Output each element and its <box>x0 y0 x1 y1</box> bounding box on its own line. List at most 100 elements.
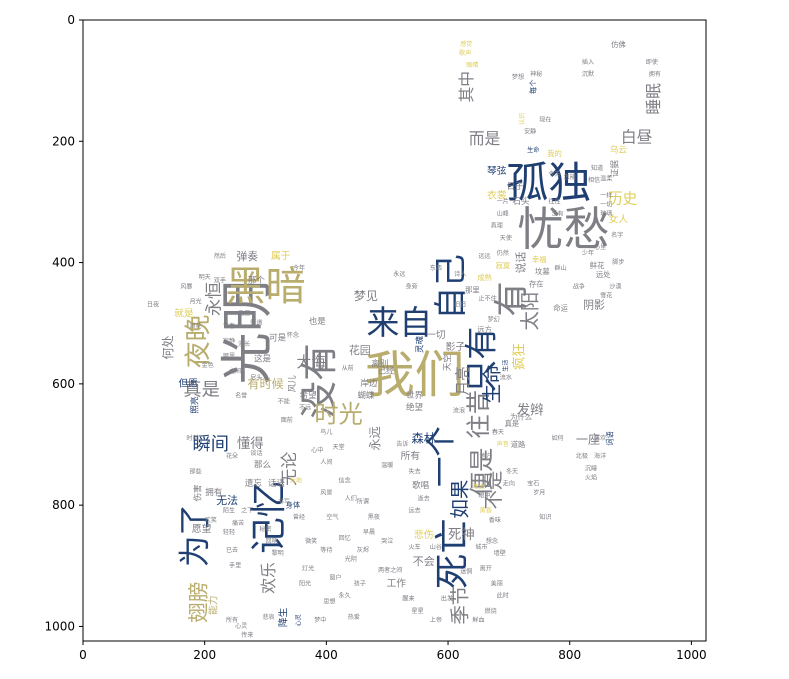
word-202: 温暖 <box>381 461 393 469</box>
word-32: 其中 <box>457 71 476 103</box>
word-131: 梦幻 <box>488 316 500 324</box>
word-88: 蝴蝶 <box>357 390 375 401</box>
word-35: 大海 <box>297 354 327 371</box>
word-258: 群山 <box>555 264 567 272</box>
word-51: 梦见 <box>354 289 378 303</box>
word-224: 孩子 <box>354 579 366 587</box>
y-tick-label: 1000 <box>44 619 75 633</box>
word-151: 北极 <box>576 452 588 460</box>
word-142: 想念 <box>486 537 498 545</box>
word-225: 梦中 <box>314 616 326 624</box>
word-232: 墙壁 <box>494 549 506 557</box>
word-53: 不会 <box>413 555 435 568</box>
x-tick-label: 0 <box>79 648 87 662</box>
word-226: 热爱 <box>348 613 360 621</box>
word-216: 等待 <box>320 546 332 554</box>
word-15: 时光 <box>314 400 363 429</box>
word-82: 可是 <box>269 333 287 343</box>
word-92: 为什么 <box>510 413 532 422</box>
y-tick-label: 200 <box>52 134 75 148</box>
word-24: 瞬间 <box>193 434 230 455</box>
word-48: 一座 <box>576 432 600 447</box>
word-128: 成熟 <box>477 273 492 282</box>
word-100: 远处 <box>596 270 611 279</box>
word-44: 所有 <box>401 449 421 462</box>
word-39: 弹奏 <box>236 249 258 263</box>
word-17: 便是 <box>467 447 496 496</box>
word-13: 一个 <box>424 426 459 487</box>
word-68: 日子 <box>506 182 524 192</box>
word-158: 宝石 <box>527 479 539 487</box>
word-180: 轻轻 <box>223 528 235 536</box>
word-184: 秘密 <box>259 525 271 533</box>
word-138: 春天 <box>492 428 504 436</box>
word-93: 真是 <box>505 419 520 428</box>
word-85: 拥有 <box>205 487 222 498</box>
word-21: 如果 <box>449 480 472 519</box>
word-0: 我们 <box>365 346 465 404</box>
word-106: 即使 <box>646 58 658 66</box>
word-9: 只有 <box>463 327 501 393</box>
word-141: 黄昏 <box>480 507 492 515</box>
word-61: 就是 <box>174 307 194 320</box>
word-179: 痛苦 <box>232 519 244 527</box>
word-26: 永恒 <box>204 282 224 316</box>
word-146: 迷惘 <box>460 567 472 575</box>
word-244: 浪花 <box>189 322 201 330</box>
word-177: 手里 <box>229 561 241 569</box>
word-76: 那么 <box>254 461 272 471</box>
word-116: 知道 <box>591 164 603 172</box>
x-tick-label: 200 <box>193 648 216 662</box>
word-7: 死亡 <box>432 518 473 589</box>
word-83: 这是 <box>254 354 272 365</box>
word-20: 生命 <box>480 364 503 403</box>
word-205: 远去 <box>408 507 420 515</box>
word-28: 欢乐 <box>259 562 278 594</box>
word-78: 照亮 <box>190 397 201 414</box>
word-140: 香味 <box>489 516 501 524</box>
word-185: 花朵 <box>226 452 238 460</box>
word-212: 所谓 <box>357 498 369 506</box>
x-axis-ticks: 0 200 400 600 800 1000 <box>79 641 707 662</box>
word-42: 永远 <box>368 426 382 450</box>
word-43: 森林 <box>412 430 436 445</box>
word-23: 不是 <box>482 471 505 510</box>
word-221: 微笑 <box>305 537 317 545</box>
word-31: 而是 <box>469 129 501 148</box>
word-36: 懂得 <box>237 435 264 452</box>
word-115: 名字 <box>611 231 623 239</box>
word-129: 远方 <box>477 325 492 334</box>
word-260: 少年 <box>582 249 594 257</box>
word-1: 光明 <box>217 280 278 385</box>
word-97: 命运 <box>553 304 568 313</box>
word-181: 陌生 <box>223 507 235 515</box>
word-164: 传来 <box>241 631 253 639</box>
word-122: 现在 <box>539 116 551 124</box>
word-99: 鲜花 <box>590 261 605 270</box>
x-tick-label: 400 <box>315 648 338 662</box>
word-148: 出发 <box>441 595 453 603</box>
word-157: 如何 <box>551 434 563 442</box>
word-57: 降生 <box>276 607 289 627</box>
word-56: 能力 <box>206 596 219 615</box>
word-69: 一切 <box>426 329 446 341</box>
word-130: 止不住 <box>478 294 496 302</box>
word-71: 也是 <box>309 316 327 327</box>
word-169: 身体 <box>286 501 301 510</box>
word-198: 天堂 <box>332 443 344 451</box>
word-11: 自己 <box>432 254 470 320</box>
word-37: 有时候 <box>247 377 283 391</box>
word-173: 黎明 <box>272 549 284 557</box>
word-204: 逝去 <box>418 495 430 503</box>
word-206: 火车 <box>408 543 420 551</box>
word-121: 安静 <box>524 128 536 136</box>
word-165: 所有 <box>226 616 238 624</box>
word-145: 眼中 <box>478 492 490 500</box>
word-247: 哪里 <box>223 352 235 360</box>
word-55: 工作 <box>387 577 407 589</box>
word-96: 存在 <box>529 279 544 288</box>
x-tick-label: 600 <box>437 648 460 662</box>
word-101: 我的 <box>547 149 562 158</box>
word-233: 鲜血 <box>472 616 484 624</box>
